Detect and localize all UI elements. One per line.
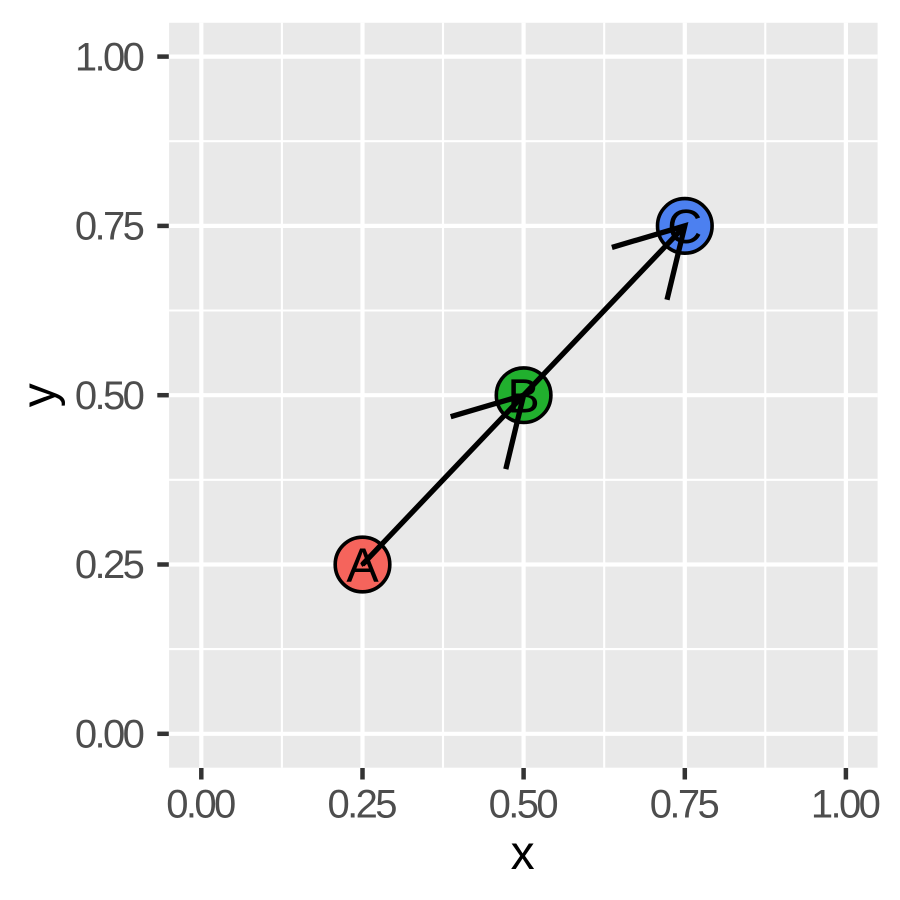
- svg-text:B: B: [507, 369, 539, 423]
- svg-text:x: x: [511, 827, 535, 880]
- svg-text:C: C: [667, 200, 702, 254]
- svg-text:y: y: [13, 383, 66, 407]
- svg-text:0.00: 0.00: [166, 782, 236, 826]
- svg-text:0.50: 0.50: [489, 782, 559, 826]
- svg-text:0.75: 0.75: [75, 205, 145, 249]
- svg-text:1.00: 1.00: [75, 35, 145, 79]
- svg-text:0.25: 0.25: [75, 543, 145, 587]
- svg-text:1.00: 1.00: [811, 782, 881, 826]
- svg-text:0.75: 0.75: [650, 782, 720, 826]
- svg-text:0.00: 0.00: [75, 713, 145, 757]
- svg-text:0.25: 0.25: [328, 782, 398, 826]
- svg-text:A: A: [346, 539, 379, 593]
- svg-text:0.50: 0.50: [75, 374, 145, 418]
